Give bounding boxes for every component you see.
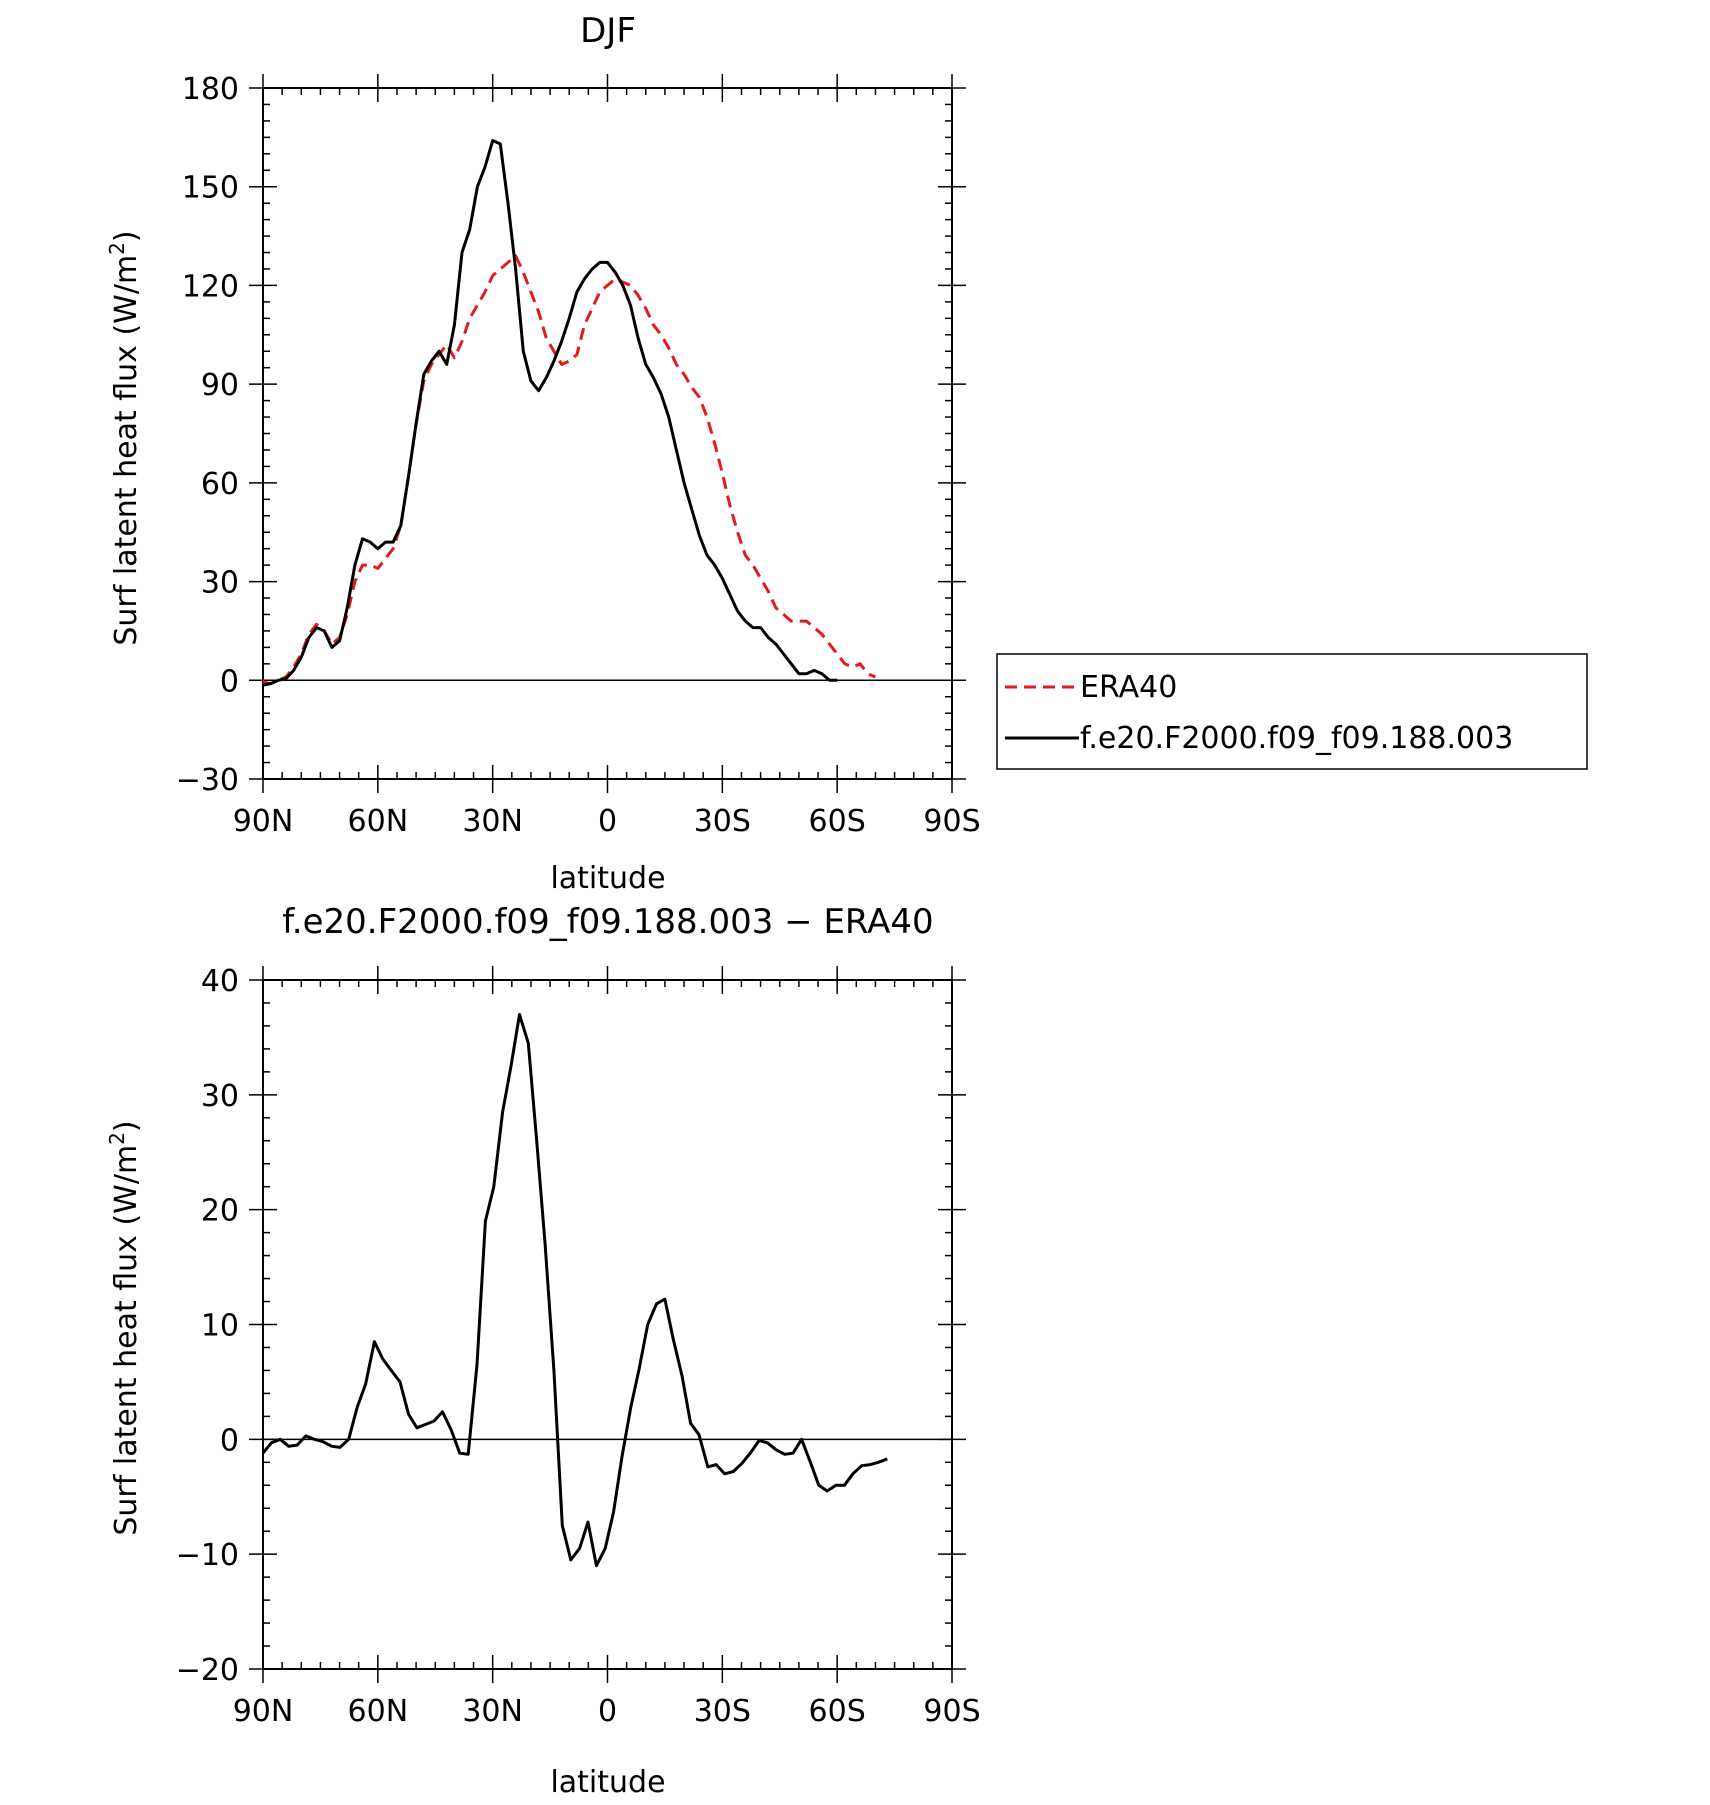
bottom-panel-x-tick-label: 90S — [923, 1694, 980, 1729]
top-panel-y-tick-label: 120 — [182, 269, 239, 304]
bottom-panel-y-tick-label: 40 — [201, 964, 239, 999]
top-panel-x-axis-label: latitude — [550, 861, 665, 896]
bottom-panel-y-tick-label: 10 — [201, 1309, 239, 1344]
bottom-panel-y-tick-label: 30 — [201, 1079, 239, 1114]
top-panel-y-axis-label-close: ) — [109, 230, 144, 242]
legend-label-model: f.e20.F2000.f09_f09.188.003 — [1080, 721, 1513, 756]
bottom-panel-x-axis-label: latitude — [550, 1765, 665, 1800]
top-panel-y-tick-label: −30 — [176, 763, 239, 798]
bottom-panel-x-tick-label: 60N — [348, 1694, 409, 1729]
top-panel-y-tick-label: 180 — [182, 72, 239, 107]
top-panel-y-tick-label: 150 — [182, 171, 239, 206]
top-panel-title: DJF — [580, 11, 636, 51]
top-panel-y-tick-label: 90 — [201, 368, 239, 403]
top-panel-x-tick-label: 60N — [348, 804, 409, 839]
bottom-panel-x-tick-label: 90N — [233, 1694, 294, 1729]
top-panel-y-axis-label-main: Surf latent heat flux (W/m — [109, 255, 144, 646]
bottom-panel-title: f.e20.F2000.f09_f09.188.003 − ERA40 — [282, 902, 933, 942]
top-panel-x-tick-label: 30N — [462, 804, 523, 839]
top-panel: DJF latitude Surf latent heat flux (W/m2… — [105, 11, 1588, 896]
top-panel-y-tick-label: 30 — [201, 566, 239, 601]
top-panel-x-tick-label: 60S — [809, 804, 866, 839]
legend-label-era40: ERA40 — [1080, 670, 1177, 705]
bottom-panel-series-line-difference — [261, 1013, 888, 1568]
legend-box — [996, 653, 1588, 770]
top-panel-y-axis-label: Surf latent heat flux (W/m2) — [105, 230, 144, 645]
bottom-panel-x-tick-label: 30S — [694, 1694, 751, 1729]
bottom-panel-y-tick-label: −20 — [176, 1653, 239, 1688]
legend: ERA40 f.e20.F2000.f09_f09.188.003 — [996, 653, 1588, 770]
top-panel-plot-area: 90N 60N 30N 0 30S 60S 90S 180 150 120 90 60 30 0 −30 — [176, 72, 981, 839]
bottom-panel-plot-area: 90N 60N 30N 0 30S 60S 90S 40 30 20 10 0 −10 −20 — [176, 964, 981, 1729]
bottom-panel-x-tick-label: 0 — [598, 1694, 617, 1729]
top-panel-x-tick-label: 0 — [598, 804, 617, 839]
bottom-panel-y-axis-label-sup: 2 — [105, 1132, 129, 1145]
top-panel-y-tick-label: 0 — [220, 664, 239, 699]
bottom-panel-y-axis-label: Surf latent heat flux (W/m2) — [105, 1120, 144, 1535]
bottom-panel-y-axis-label-main: Surf latent heat flux (W/m — [109, 1145, 144, 1536]
top-panel-x-tick-label: 30S — [694, 804, 751, 839]
top-panel-series-line-model — [262, 139, 838, 687]
bottom-panel-y-tick-label: 20 — [201, 1194, 239, 1229]
bottom-panel-x-tick-label: 30N — [462, 1694, 523, 1729]
bottom-panel-y-axis-label-close: ) — [109, 1120, 144, 1132]
bottom-panel-y-tick-label: 0 — [220, 1423, 239, 1458]
top-panel-x-tick-label: 90S — [923, 804, 980, 839]
bottom-panel: f.e20.F2000.f09_f09.188.003 − ERA40 lati… — [105, 902, 981, 1800]
bottom-panel-y-tick-label: −10 — [176, 1538, 239, 1573]
bottom-panel-x-tick-label: 60S — [809, 1694, 866, 1729]
top-panel-y-axis-label-sup: 2 — [105, 242, 129, 255]
top-panel-y-tick-label: 60 — [201, 467, 239, 502]
top-panel-x-tick-label: 90N — [233, 804, 294, 839]
top-panel-series-line-era40 — [262, 254, 876, 686]
